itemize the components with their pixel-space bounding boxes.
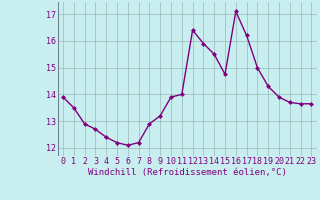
X-axis label: Windchill (Refroidissement éolien,°C): Windchill (Refroidissement éolien,°C) [88,168,287,177]
